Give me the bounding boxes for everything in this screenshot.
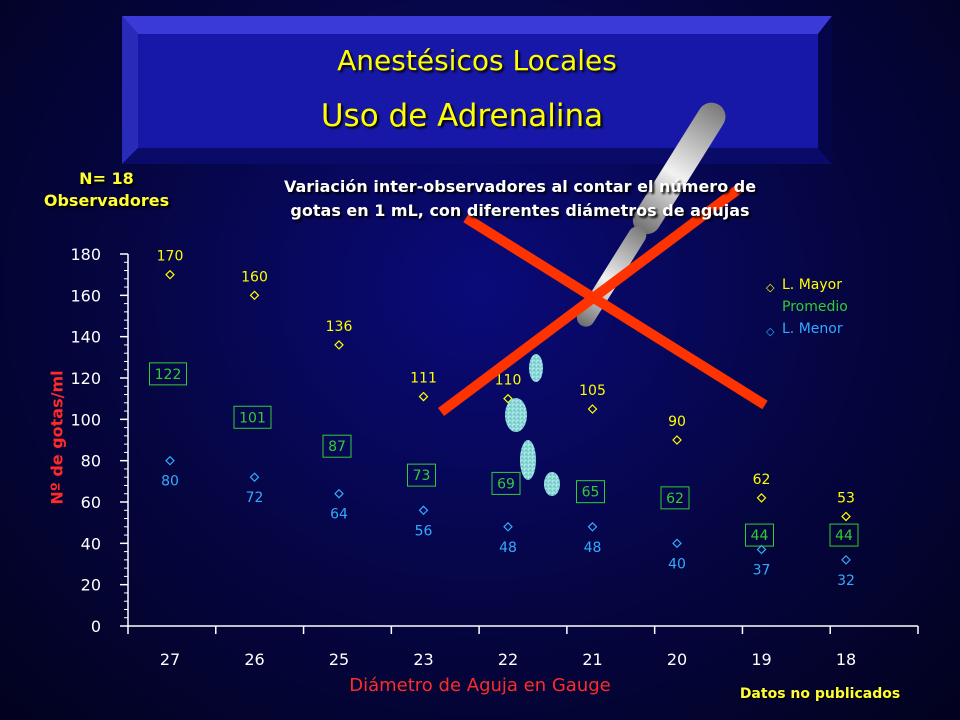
mayor-point [418, 391, 429, 402]
red-x-cross-icon [438, 183, 768, 417]
promedio-box [745, 523, 774, 547]
promedio-box [149, 362, 187, 386]
menor-data-label: 37 [753, 563, 771, 579]
drops-icon [505, 354, 560, 496]
promedio-data-label: 44 [835, 528, 853, 544]
mayor-data-label: 53 [837, 490, 855, 506]
page-subtitle: Uso de Adrenalina [320, 98, 604, 134]
y-axis-title-text: Nº de gotas/ml [47, 370, 67, 505]
legend-item-mayor: ◇ L. Mayor [760, 274, 900, 296]
x-tick-label: 22 [498, 650, 518, 669]
promedio-box [322, 434, 352, 458]
mayor-point [756, 493, 767, 503]
y-tick-label: 160 [70, 286, 101, 305]
mayor-point [841, 511, 851, 522]
promedio-box [233, 405, 272, 429]
x-tick-label: 20 [667, 650, 687, 669]
y-tick-label: 60 [81, 493, 101, 512]
description-line-1: Variación inter-observadores al contar e… [283, 177, 757, 196]
x-tick-label: 26 [244, 650, 264, 669]
promedio-data-label: 122 [155, 367, 182, 383]
x-tick-label: 21 [582, 650, 602, 669]
promedio-data-label: 73 [413, 468, 431, 484]
sample-unit: Observadores [43, 191, 170, 210]
menor-point [756, 544, 767, 555]
legend-label-promedio: Promedio [782, 299, 848, 315]
menor-data-label: 56 [415, 523, 433, 539]
plot-axes: 0 20 40 60 80 100 120 140 160 180 27 26 25 23 22 21 20 19… [70, 245, 919, 669]
promedio-box [407, 463, 436, 487]
promedio-box [829, 523, 859, 547]
y-tick-label: 100 [70, 410, 101, 429]
description-line-2: gotas en 1 mL, con diferentes diámetros … [290, 201, 750, 220]
menor-data-label: 48 [499, 540, 517, 556]
footnote: Datos no publicados [739, 686, 901, 702]
x-tick-label: 18 [836, 650, 856, 669]
x-tick-label: 23 [413, 650, 433, 669]
y-tick-label: 80 [81, 452, 101, 471]
menor-point [503, 521, 513, 532]
menor-point [587, 521, 598, 532]
mayor-point [165, 269, 175, 280]
legend-label-mayor: L. Mayor [782, 277, 842, 293]
y-tick-label: 40 [81, 534, 101, 553]
x-tick-label: 19 [751, 650, 771, 669]
menor-point [672, 538, 682, 549]
menor-data-label: 72 [246, 490, 264, 506]
title-box: Anestésicos Locales Uso de Adrenalina [122, 16, 832, 164]
y-tick-label: 0 [91, 617, 101, 636]
plot-marks: 170 160 136 111 110 105 90 62 53 80 72 64 56 48 48 40 37… [149, 249, 859, 589]
sample-size: N= 18 [79, 169, 134, 188]
y-tick-label: 20 [81, 576, 101, 595]
mayor-data-label: 111 [410, 371, 437, 387]
legend-item-menor: ◇ L. Menor [760, 318, 900, 340]
mayor-data-label: 110 [495, 373, 522, 389]
promedio-data-label: 87 [328, 439, 346, 455]
diamond-icon: ◇ [766, 281, 775, 294]
menor-data-label: 32 [837, 573, 855, 589]
legend-label-menor: L. Menor [782, 321, 843, 337]
y-tick-label: 180 [70, 245, 101, 264]
legend-item-promedio: Promedio [760, 296, 900, 318]
menor-data-label: 48 [584, 540, 602, 556]
mayor-data-label: 136 [326, 319, 353, 335]
mayor-data-label: 105 [579, 383, 606, 399]
mayor-point [334, 340, 344, 350]
promedio-data-label: 44 [751, 528, 769, 544]
mayor-data-label: 62 [753, 472, 771, 488]
menor-data-label: 80 [161, 474, 179, 490]
diamond-icon: ◇ [766, 325, 775, 338]
promedio-box [576, 480, 605, 504]
sample-size-label: N= 18 Observadores [34, 168, 179, 212]
promedio-box [660, 486, 690, 510]
promedio-data-label: 101 [239, 410, 266, 426]
promedio-box [491, 471, 521, 495]
promedio-data-label: 69 [497, 476, 515, 492]
chart-legend: ◇ L. Mayor Promedio ◇ L. Menor [760, 274, 900, 340]
menor-data-label: 64 [330, 507, 348, 523]
promedio-data-label: 62 [666, 491, 684, 507]
menor-point [841, 555, 851, 565]
y-tick-label: 140 [70, 328, 101, 347]
menor-point [249, 472, 260, 483]
promedio-data-label: 65 [582, 485, 600, 501]
menor-point [165, 455, 175, 466]
x-tick-label: 25 [329, 650, 349, 669]
mayor-data-label: 170 [157, 249, 184, 265]
mayor-point [672, 435, 682, 445]
menor-point [418, 505, 429, 516]
mayor-data-label: 160 [241, 269, 268, 285]
mayor-point [503, 393, 513, 404]
mayor-point [587, 404, 598, 414]
chart-description: Variación inter-observadores al contar e… [240, 175, 800, 223]
mayor-point [249, 290, 260, 301]
menor-point [334, 488, 344, 499]
x-axis-title: Diámetro de Aguja en Gauge [349, 675, 611, 696]
mayor-data-label: 90 [668, 414, 686, 430]
y-tick-label: 120 [70, 369, 101, 388]
x-tick-label: 27 [160, 650, 180, 669]
menor-data-label: 40 [668, 556, 686, 572]
page-title: Anestésicos Locales [337, 44, 617, 77]
